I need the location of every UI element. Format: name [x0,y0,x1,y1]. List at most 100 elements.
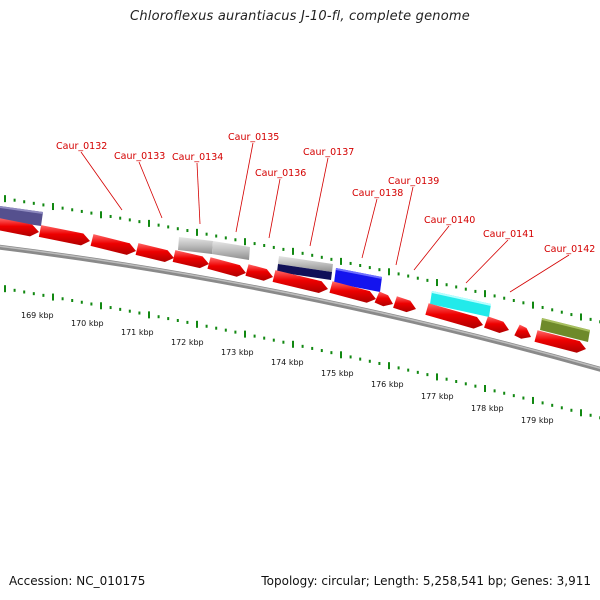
inner-tick-minor [359,357,362,361]
inner-tick-major [52,293,54,301]
outer-tick-minor [503,296,506,300]
forward-gene-arrow[interactable] [207,257,246,277]
outer-tick-minor [42,203,45,207]
forward-gene-arrow[interactable] [534,330,586,353]
outer-tick-minor [119,216,122,220]
inner-tick-major [4,285,6,293]
inner-tick-minor [512,394,515,398]
gene-labels: Caur_0132 Caur_0133 Caur_0134 Caur_0135 Caur… [56,132,595,255]
gene-label-leader [196,162,201,225]
inner-tick-minor [522,396,525,400]
genome-backbone-highlight [0,245,600,369]
outer-tick-minor [13,198,16,202]
forward-gene-arrow[interactable] [514,324,531,339]
gene-label-leader [361,198,378,259]
outer-tick-minor [157,223,160,227]
inner-tick-minor [157,315,160,319]
forward-gene-arrow[interactable] [484,316,509,334]
inner-tick-minor [320,349,323,353]
outer-tick-minor [253,242,256,246]
inner-tick-minor [176,318,179,322]
inner-tick-minor [186,320,189,324]
outer-tick-minor [551,308,554,312]
outer-tick-minor [32,201,35,205]
inner-tick-minor [589,413,592,417]
outer-tick-minor [378,268,381,272]
gene-feature-cyan-highlight [432,291,491,306]
gene-feature-slate-highlight [0,206,43,214]
inner-tick-minor [32,292,35,296]
gene-label: Caur_0137 [303,147,354,158]
gene-feature-olive[interactable] [540,318,590,342]
outer-tick-minor [128,218,131,222]
inner-tick-minor [71,298,74,302]
gene-label: Caur_0141 [483,229,534,240]
forward-gene-arrow[interactable] [90,234,136,255]
forward-gene-arrow[interactable] [272,270,328,293]
gene-label: Caur_0138 [352,188,403,199]
outer-tick-minor [397,272,400,276]
forward-gene-arrow[interactable] [0,218,39,237]
outer-tick-major [4,195,6,203]
inner-tick-minor [234,330,237,334]
gene-label: Caur_0132 [56,141,107,152]
inner-tick-minor [455,380,458,384]
inner-tick-major [148,311,150,319]
outer-tick-minor [61,206,64,210]
inner-tick-minor [570,408,573,412]
outer-tick-major [340,257,342,265]
forward-gene-arrow[interactable] [172,250,209,269]
outer-tick-minor [464,287,467,291]
gene-feature-cyan[interactable] [430,291,491,317]
gene-label-leader [138,161,163,219]
outer-tick-minor [186,229,189,233]
forward-gene-arrow[interactable] [374,291,393,307]
outer-tick-minor [234,238,237,242]
gene-feature-grey-1[interactable] [178,237,213,254]
gene-feature-blue-highlight [336,268,382,279]
outer-tick-major [484,290,486,298]
outer-tick-major [100,211,102,219]
inner-tick-minor [474,384,477,388]
forward-gene-arrow[interactable] [38,225,90,246]
gene-label: Caur_0135 [228,132,279,143]
gene-feature-olive-highlight [542,318,590,332]
inner-tick-minor [215,326,218,330]
forward-gene-arrow[interactable] [425,303,483,329]
kbp-label: 172 kbp [171,338,204,347]
inner-tick-major [580,409,582,417]
forward-gene-arrow[interactable] [329,281,376,303]
outer-tick-minor [301,251,304,255]
gene-feature-grey-2[interactable] [212,241,250,260]
inner-tick-minor [61,297,64,301]
gene-label-leader [80,151,123,211]
outer-tick-major [388,268,390,276]
kbp-label: 174 kbp [271,358,304,367]
outer-tick-minor [205,232,208,236]
outer-tick-minor [589,317,592,321]
forward-gene-arrow[interactable] [393,296,416,313]
inner-tick-minor [224,328,227,332]
inner-tick-minor [272,338,275,342]
forward-gene-arrow[interactable] [135,243,174,262]
inner-tick-minor [541,401,544,405]
inner-tick-major [196,320,198,328]
forward-gene-arrow[interactable] [245,264,273,281]
kbp-label: 170 kbp [71,319,104,328]
inner-tick-minor [109,306,112,310]
outer-tick-minor [80,209,83,213]
inner-tick-minor [42,293,45,297]
gene-feature-navy[interactable] [277,264,332,280]
inner-tick-major [340,351,342,359]
inner-tick-minor [493,389,496,393]
inner-tick-minor [253,334,256,338]
inner-tick-minor [551,403,554,407]
gene-feature-blue[interactable] [334,268,382,292]
gene-label-leader [465,239,509,284]
inner-tick-minor [205,324,208,328]
outer-tick-minor [359,264,362,268]
gene-feature-grey-3[interactable] [278,256,333,272]
outer-tick-minor [23,200,26,204]
outer-tick-minor [474,289,477,293]
outer-tick-minor [138,220,141,224]
